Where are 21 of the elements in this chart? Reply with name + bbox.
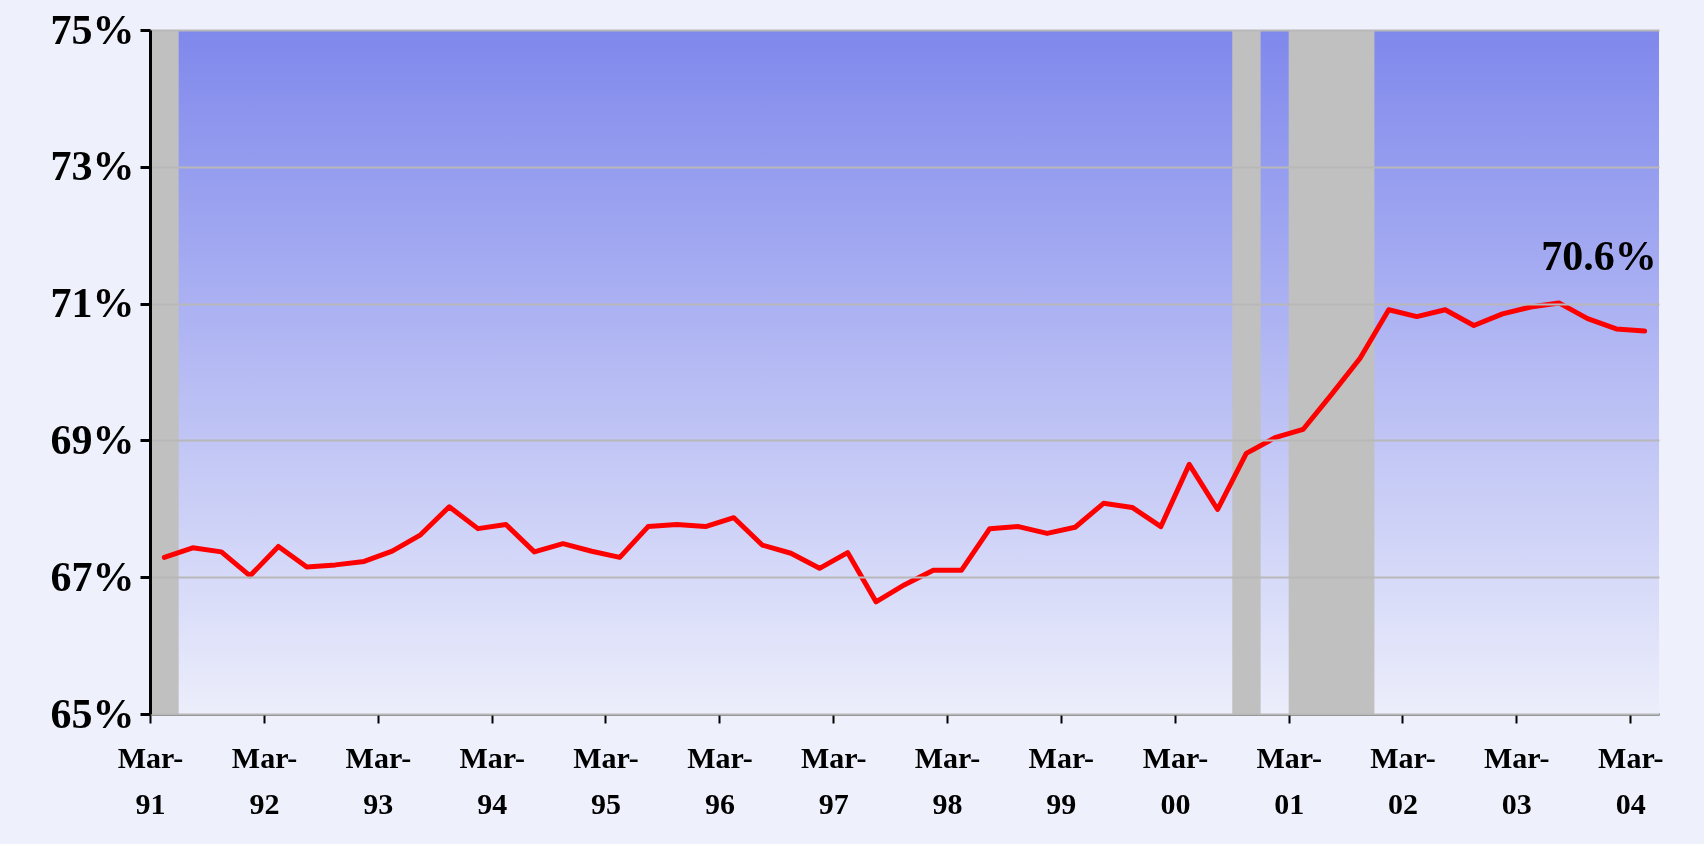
x-tick-label: Mar-99 bbox=[1028, 740, 1095, 820]
annotation: 70.6% bbox=[1541, 232, 1657, 279]
x-tick-label: Mar-03 bbox=[1483, 740, 1550, 820]
x-tick-label: Mar-95 bbox=[573, 740, 639, 820]
x-tick-label: Mar-93 bbox=[345, 740, 412, 820]
x-tick-label: Mar-01 bbox=[1256, 740, 1322, 820]
x-tick-label: Mar-00 bbox=[1142, 740, 1209, 820]
y-tick-label: 71% bbox=[50, 280, 135, 327]
x-tick-label: Mar-92 bbox=[231, 740, 298, 820]
x-tick-label: Mar-97 bbox=[801, 740, 867, 820]
y-tick-label: 73% bbox=[50, 143, 135, 190]
x-tick-label: Mar-04 bbox=[1598, 740, 1664, 820]
x-tick-label: Mar-98 bbox=[914, 740, 981, 820]
y-tick-label: 65% bbox=[50, 690, 135, 737]
y-tick-label: 75% bbox=[50, 6, 135, 53]
x-tick-label: Mar-91 bbox=[117, 740, 184, 820]
x-tick-label: Mar-02 bbox=[1370, 740, 1436, 820]
x-tick-label: Mar-96 bbox=[687, 740, 753, 820]
y-tick-label: 69% bbox=[50, 416, 135, 463]
x-tick-label: Mar-94 bbox=[459, 740, 525, 820]
y-tick-label: 67% bbox=[50, 553, 135, 600]
